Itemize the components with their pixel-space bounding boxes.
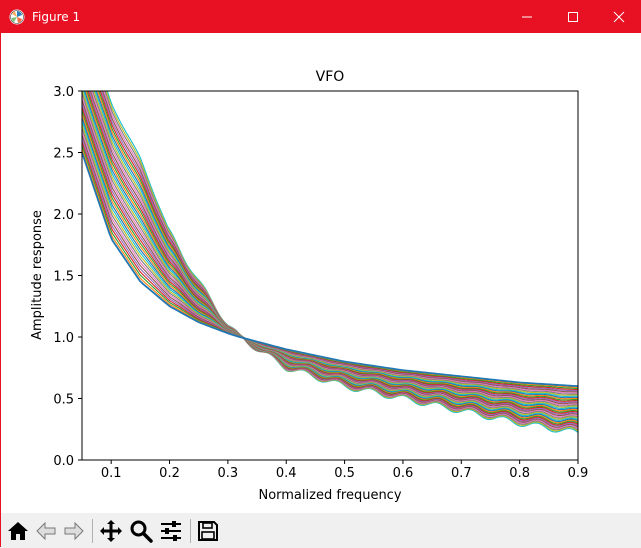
x-tick-label: 0.9 bbox=[568, 466, 589, 481]
x-axis-label: Normalized frequency bbox=[258, 488, 401, 503]
chart-title: VFO bbox=[316, 69, 345, 85]
x-tick-label: 0.5 bbox=[334, 466, 355, 481]
series-line bbox=[82, 138, 578, 392]
series-line bbox=[82, 91, 578, 408]
forward-icon bbox=[64, 521, 84, 541]
figure-canvas[interactable]: 0.1 0.2 0.3 0.4 0.5 0.6 0.7 0.8 0.9 0.0 0.5 1.0 1.5… bbox=[1, 33, 641, 513]
save-button[interactable] bbox=[195, 518, 221, 544]
series-line bbox=[82, 99, 578, 405]
y-tick-label: 0.5 bbox=[53, 393, 74, 408]
series-line bbox=[82, 96, 578, 406]
y-axis: 0.0 0.5 1.0 1.5 2.0 2.5 3.0 bbox=[53, 85, 82, 469]
series-line bbox=[82, 110, 578, 401]
home-icon bbox=[8, 522, 28, 540]
configure-subplots-icon bbox=[161, 521, 181, 541]
y-tick-label: 2.0 bbox=[53, 208, 74, 223]
maximize-icon bbox=[568, 12, 578, 22]
toolbar-separator bbox=[92, 519, 93, 543]
y-tick-label: 3.0 bbox=[53, 85, 74, 100]
zoom-button[interactable] bbox=[128, 518, 154, 544]
minimize-icon bbox=[522, 16, 532, 18]
y-tick-label: 1.5 bbox=[53, 270, 74, 285]
plot-svg: 0.1 0.2 0.3 0.4 0.5 0.6 0.7 0.8 0.9 0.0 0.5 1.0 1.5… bbox=[1, 33, 641, 513]
x-tick-label: 0.8 bbox=[509, 466, 530, 481]
maximize-button[interactable] bbox=[550, 1, 596, 33]
series-line bbox=[82, 134, 578, 393]
series-line bbox=[82, 141, 578, 391]
home-button[interactable] bbox=[5, 518, 31, 544]
series-line bbox=[82, 103, 578, 404]
series-line bbox=[82, 93, 578, 407]
series-line bbox=[82, 91, 578, 410]
back-icon bbox=[36, 521, 56, 541]
window-title: Figure 1 bbox=[32, 10, 81, 24]
series-line bbox=[82, 113, 578, 400]
series-line bbox=[82, 127, 578, 395]
series-line bbox=[82, 145, 578, 390]
x-tick-label: 0.6 bbox=[393, 466, 414, 481]
series-line bbox=[82, 117, 578, 399]
y-tick-label: 1.0 bbox=[53, 331, 74, 346]
series-line bbox=[82, 106, 578, 402]
y-axis-label: Amplitude response bbox=[30, 210, 45, 340]
forward-button[interactable] bbox=[61, 518, 87, 544]
x-axis: 0.1 0.2 0.3 0.4 0.5 0.6 0.7 0.8 0.9 bbox=[101, 460, 589, 481]
save-icon bbox=[198, 521, 218, 541]
matplotlib-icon bbox=[9, 9, 25, 25]
series-line bbox=[86, 91, 578, 413]
navigation-toolbar bbox=[1, 513, 641, 548]
series-line bbox=[82, 131, 578, 394]
x-tick-label: 0.1 bbox=[101, 466, 122, 481]
back-button[interactable] bbox=[33, 518, 59, 544]
series-line bbox=[88, 91, 578, 415]
series-line bbox=[84, 91, 578, 411]
series-line bbox=[85, 91, 578, 412]
x-tick-label: 0.4 bbox=[276, 466, 297, 481]
y-tick-label: 0.0 bbox=[53, 454, 74, 469]
zoom-icon bbox=[130, 520, 153, 543]
toolbar-separator bbox=[190, 519, 191, 543]
x-tick-label: 0.3 bbox=[218, 466, 239, 481]
x-tick-label: 0.7 bbox=[451, 466, 472, 481]
x-tick-label: 0.2 bbox=[159, 466, 180, 481]
close-icon bbox=[613, 11, 625, 23]
close-button[interactable] bbox=[596, 1, 641, 33]
title-bar[interactable]: Figure 1 bbox=[1, 1, 641, 33]
plot-lines bbox=[82, 91, 578, 433]
pan-icon bbox=[100, 520, 122, 542]
series-line bbox=[82, 124, 578, 396]
series-line bbox=[82, 120, 578, 398]
minimize-button[interactable] bbox=[504, 1, 550, 33]
configure-subplots-button[interactable] bbox=[158, 518, 184, 544]
series-line bbox=[82, 152, 578, 388]
pan-button[interactable] bbox=[98, 518, 124, 544]
y-tick-label: 2.5 bbox=[53, 147, 74, 162]
series-line bbox=[87, 91, 578, 414]
